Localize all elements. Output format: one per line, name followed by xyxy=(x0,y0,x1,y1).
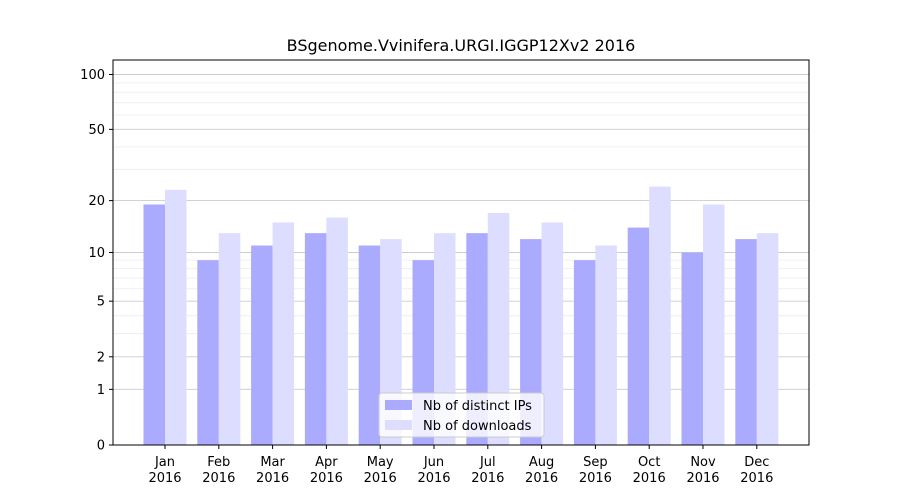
legend-swatch xyxy=(385,400,412,410)
x-tick-label: Feb 2016 xyxy=(202,455,235,486)
bar-distinct-ips xyxy=(358,245,381,445)
x-tick-label: Jan 2016 xyxy=(148,455,181,486)
bar-downloads xyxy=(487,212,510,445)
x-tick-label: Jul 2016 xyxy=(471,455,504,486)
bar-downloads xyxy=(541,222,564,445)
bar-downloads xyxy=(434,233,456,445)
bar-distinct-ips xyxy=(681,252,703,445)
x-tick-label: May 2016 xyxy=(364,455,397,486)
legend-swatch xyxy=(385,420,412,430)
y-tick-label: 1 xyxy=(97,383,105,398)
y-tick-label: 50 xyxy=(88,123,105,138)
bar-downloads xyxy=(326,217,348,445)
x-tick-label: Nov 2016 xyxy=(686,455,719,486)
y-tick-label: 20 xyxy=(88,194,105,209)
bar-distinct-ips xyxy=(304,233,327,445)
bar-downloads xyxy=(649,186,671,445)
bar-distinct-ips xyxy=(143,204,165,445)
bar-downloads xyxy=(756,233,779,445)
bar-distinct-ips xyxy=(251,245,273,445)
bar-distinct-ips xyxy=(735,239,757,445)
legend-box xyxy=(378,392,545,438)
bar-downloads xyxy=(218,233,241,445)
bar-downloads xyxy=(272,222,295,445)
legend-label: Nb of downloads xyxy=(423,419,532,434)
x-tick-label: Oct 2016 xyxy=(633,455,666,486)
x-tick-label: Mar 2016 xyxy=(256,455,289,486)
axes: 0 1 2 5 10 20 50 100 Jan 2016 Feb 2016 Mar 2016 Apr 201… xyxy=(80,59,810,486)
y-tick-label: 10 xyxy=(88,246,105,261)
legend-label: Nb of distinct IPs xyxy=(423,399,532,414)
x-tick-label: Jun 2016 xyxy=(417,455,450,486)
x-tick-label: Apr 2016 xyxy=(310,455,343,486)
y-tick-label: 5 xyxy=(97,295,105,310)
bar-downloads xyxy=(595,245,617,445)
x-tick-label: Dec 2016 xyxy=(740,455,773,486)
x-tick-label: Sep 2016 xyxy=(579,455,612,486)
y-tick-label: 0 xyxy=(97,439,105,454)
y-tick-label: 2 xyxy=(97,350,105,365)
bar-distinct-ips xyxy=(573,260,596,445)
x-tick-label: Aug 2016 xyxy=(525,455,558,486)
y-tick-label: 100 xyxy=(80,68,105,83)
bar-distinct-ips xyxy=(627,227,650,445)
bar-downloads xyxy=(703,204,725,445)
bar-distinct-ips xyxy=(197,260,219,445)
bar-downloads xyxy=(165,189,187,445)
bar-distinct-ips xyxy=(466,233,488,445)
legend: Nb of distinct IPs Nb of downloads xyxy=(378,392,545,438)
chart-title: BSgenome.Vvinifera.URGI.IGGP12Xv2 2016 xyxy=(287,36,636,55)
